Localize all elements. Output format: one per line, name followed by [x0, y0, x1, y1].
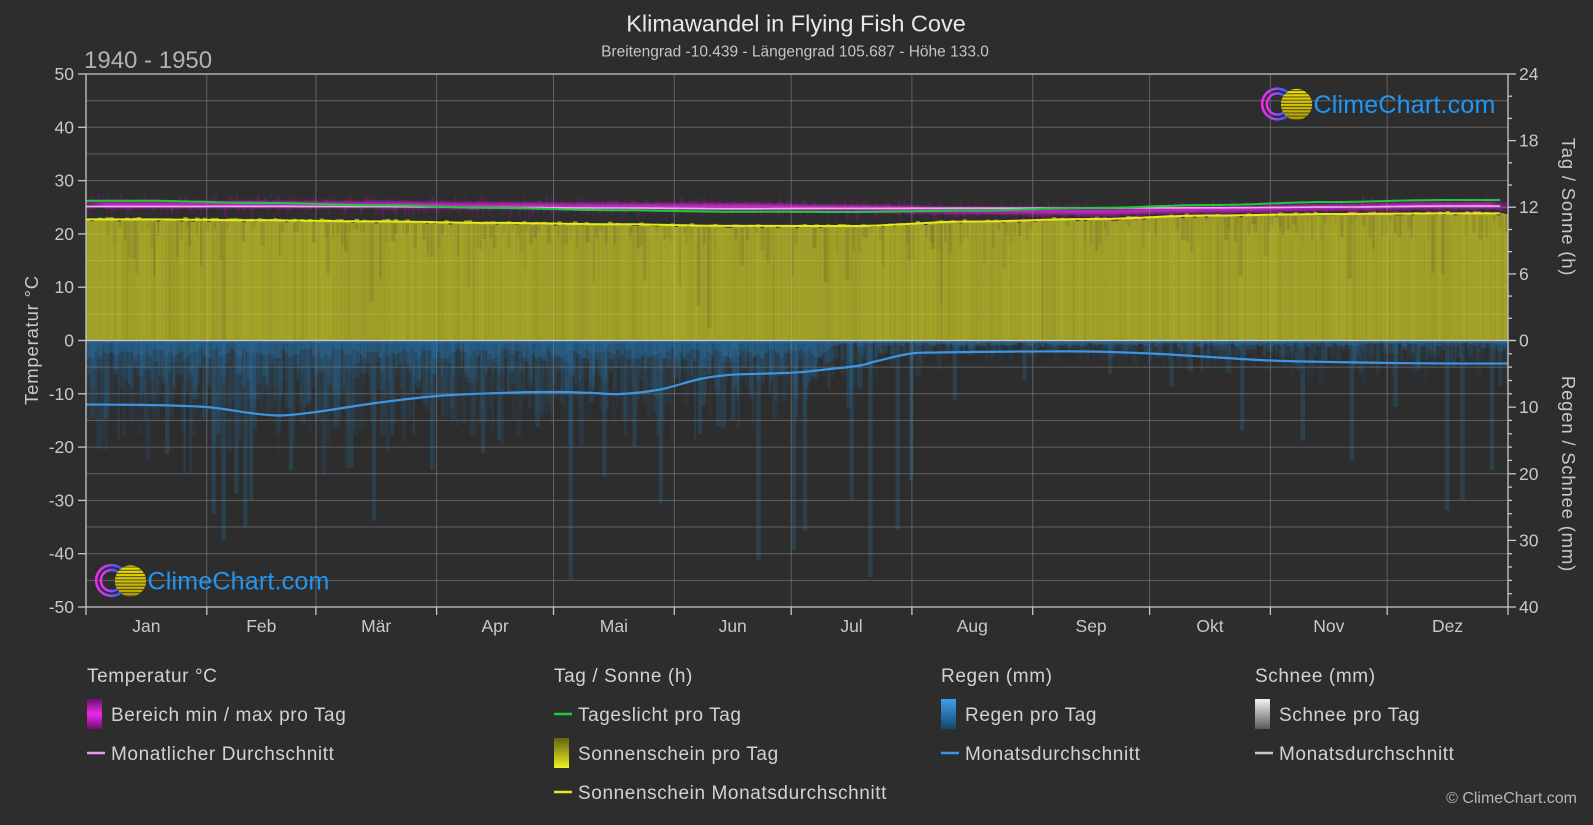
svg-text:10: 10: [55, 277, 75, 297]
svg-text:Tag / Sonne (h): Tag / Sonne (h): [1558, 138, 1579, 277]
svg-text:20: 20: [1519, 464, 1539, 484]
svg-text:30: 30: [55, 171, 75, 191]
svg-text:Regen (mm): Regen (mm): [941, 666, 1053, 687]
svg-text:24: 24: [1519, 64, 1539, 84]
svg-text:Apr: Apr: [481, 616, 508, 636]
svg-text:© ClimeChart.com: © ClimeChart.com: [1446, 790, 1577, 807]
svg-text:Jul: Jul: [840, 616, 862, 636]
svg-text:-40: -40: [49, 544, 75, 564]
svg-text:30: 30: [1519, 530, 1539, 550]
svg-text:40: 40: [1519, 597, 1539, 617]
svg-text:Temperatur °C: Temperatur °C: [87, 666, 218, 687]
svg-text:-20: -20: [49, 437, 75, 457]
svg-text:Schnee pro Tag: Schnee pro Tag: [1279, 705, 1420, 726]
svg-text:Bereich min / max pro Tag: Bereich min / max pro Tag: [111, 705, 346, 726]
svg-text:-30: -30: [49, 490, 75, 510]
svg-text:Monatlicher Durchschnitt: Monatlicher Durchschnitt: [111, 744, 335, 765]
svg-text:Regen pro Tag: Regen pro Tag: [965, 705, 1097, 726]
svg-text:1940 - 1950: 1940 - 1950: [84, 47, 212, 74]
svg-text:Nov: Nov: [1313, 616, 1344, 636]
svg-text:6: 6: [1519, 264, 1529, 284]
svg-text:50: 50: [55, 64, 75, 84]
svg-text:Sonnenschein Monatsdurchschnit: Sonnenschein Monatsdurchschnitt: [578, 783, 887, 804]
svg-text:Jan: Jan: [132, 616, 160, 636]
svg-text:Monatsdurchschnitt: Monatsdurchschnitt: [965, 744, 1141, 765]
svg-text:-10: -10: [49, 384, 75, 404]
svg-text:ClimeChart.com: ClimeChart.com: [1314, 91, 1496, 119]
svg-text:Tag / Sonne (h): Tag / Sonne (h): [554, 666, 693, 687]
svg-text:ClimeChart.com: ClimeChart.com: [148, 568, 330, 596]
svg-text:Schnee (mm): Schnee (mm): [1255, 666, 1376, 687]
svg-text:Klimawandel in Flying Fish Cov: Klimawandel in Flying Fish Cove: [626, 11, 966, 37]
svg-text:Okt: Okt: [1196, 616, 1223, 636]
svg-text:Mai: Mai: [600, 616, 628, 636]
svg-text:40: 40: [55, 117, 75, 137]
svg-text:18: 18: [1519, 131, 1538, 151]
svg-text:Regen / Schnee (mm): Regen / Schnee (mm): [1558, 376, 1579, 572]
svg-text:20: 20: [55, 224, 75, 244]
svg-text:Dez: Dez: [1432, 616, 1463, 636]
svg-text:Jun: Jun: [719, 616, 747, 636]
svg-text:Tageslicht pro Tag: Tageslicht pro Tag: [578, 705, 742, 726]
svg-text:Aug: Aug: [957, 616, 988, 636]
svg-text:Sonnenschein pro Tag: Sonnenschein pro Tag: [578, 744, 779, 765]
svg-text:Temperatur °C: Temperatur °C: [21, 275, 42, 405]
svg-text:12: 12: [1519, 197, 1538, 217]
svg-text:Monatsdurchschnitt: Monatsdurchschnitt: [1279, 744, 1455, 765]
svg-text:10: 10: [1519, 397, 1539, 417]
svg-text:Breitengrad -10.439 - Längengr: Breitengrad -10.439 - Längengrad 105.687…: [601, 44, 989, 61]
svg-text:Mär: Mär: [361, 616, 391, 636]
svg-text:-50: -50: [49, 597, 75, 617]
svg-text:0: 0: [64, 331, 74, 351]
svg-text:Feb: Feb: [246, 616, 276, 636]
svg-text:Sep: Sep: [1076, 616, 1107, 636]
svg-text:0: 0: [1519, 331, 1529, 351]
